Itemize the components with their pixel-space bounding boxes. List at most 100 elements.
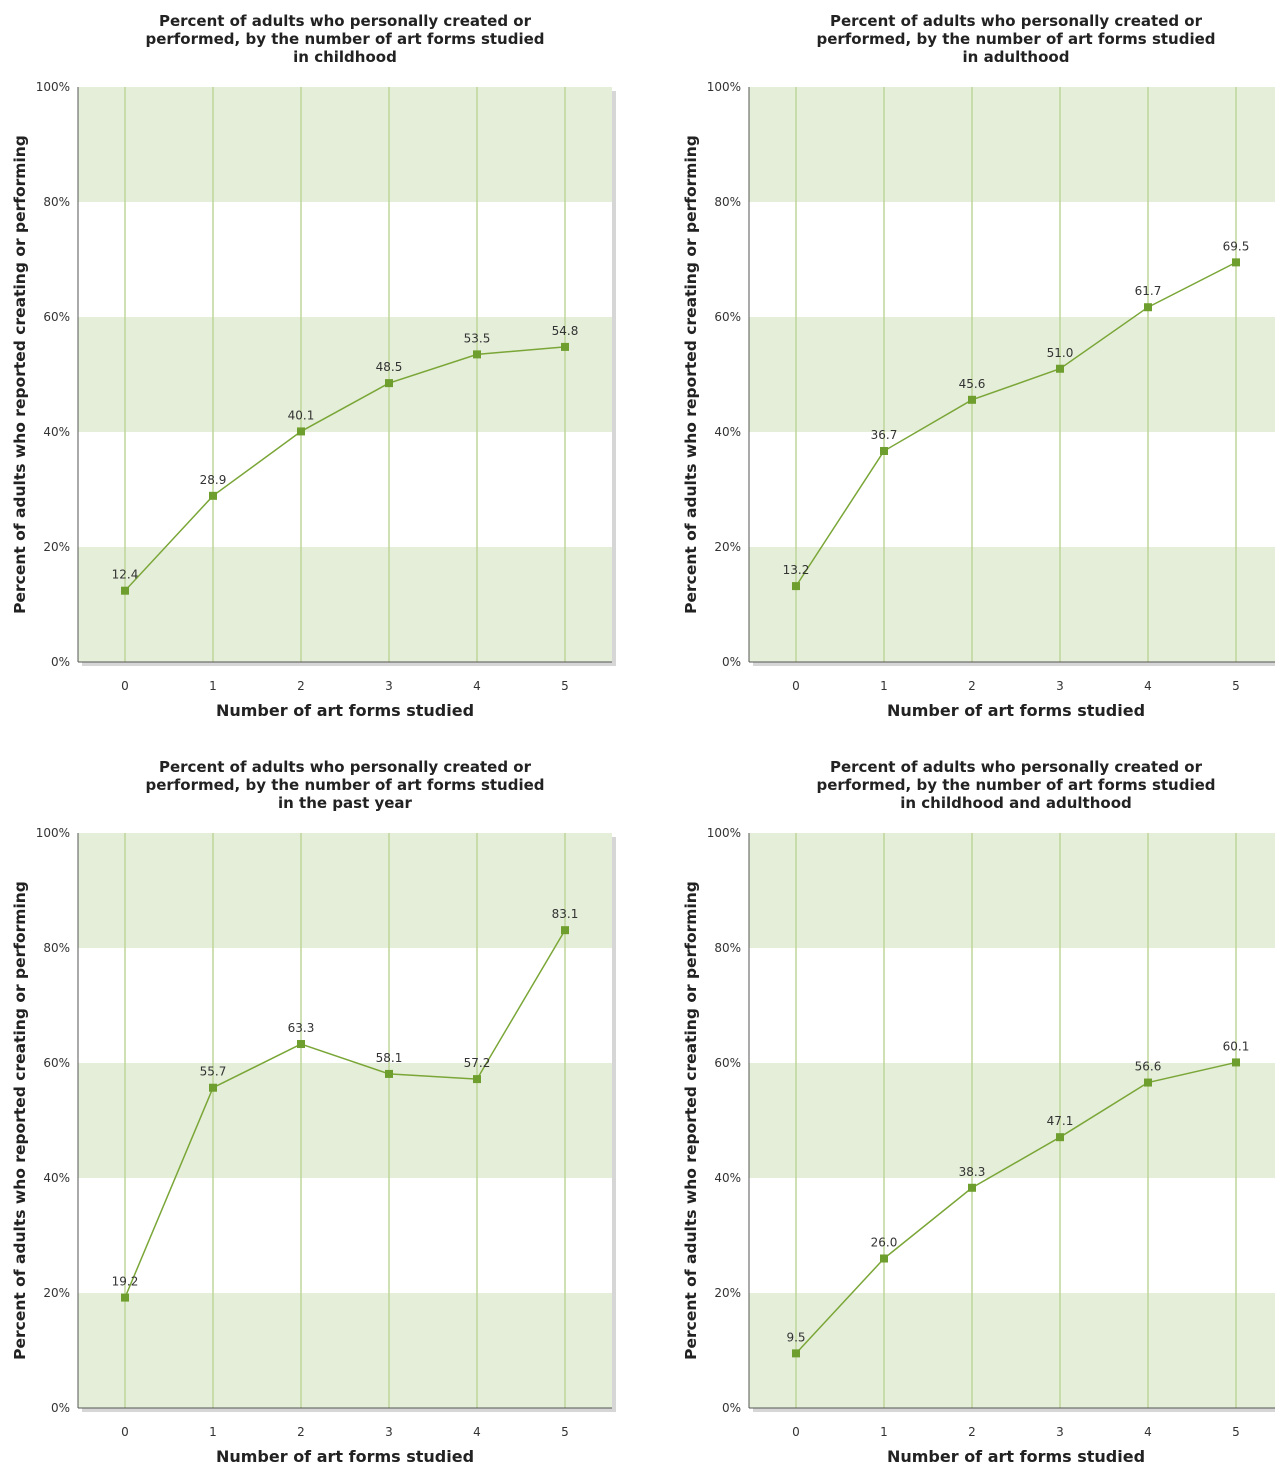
x-tick-label: 3 bbox=[1056, 1425, 1064, 1439]
y-tick-label: 20% bbox=[714, 1286, 741, 1300]
data-point-marker bbox=[209, 491, 217, 500]
chart-title-line: in childhood bbox=[293, 48, 397, 66]
x-tick-label: 5 bbox=[1232, 1425, 1240, 1439]
x-tick-label: 1 bbox=[880, 1425, 888, 1439]
chart-title-line: Percent of adults who personally created… bbox=[830, 12, 1203, 30]
data-value-label: 56.6 bbox=[1135, 1060, 1162, 1074]
data-value-label: 83.1 bbox=[552, 907, 579, 921]
data-point-marker bbox=[209, 1083, 217, 1092]
y-tick-label: 0% bbox=[51, 655, 70, 669]
data-value-label: 28.9 bbox=[200, 473, 227, 487]
x-tick-label: 0 bbox=[121, 1425, 129, 1439]
data-value-label: 26.0 bbox=[871, 1236, 898, 1250]
x-tick-label: 0 bbox=[792, 679, 800, 693]
y-tick-label: 40% bbox=[43, 425, 70, 439]
x-tick-label: 2 bbox=[297, 679, 305, 693]
data-point-marker bbox=[1056, 364, 1064, 373]
x-tick-label: 3 bbox=[1056, 679, 1064, 693]
series-line bbox=[795, 1061, 1237, 1354]
data-value-label: 48.5 bbox=[376, 360, 403, 374]
data-value-label: 9.5 bbox=[786, 1330, 805, 1344]
data-value-label: 60.1 bbox=[1223, 1039, 1250, 1053]
y-axis-title: Percent of adults who reported creating … bbox=[11, 135, 29, 614]
y-tick-label: 20% bbox=[43, 1286, 70, 1300]
y-tick-label: 0% bbox=[51, 1401, 70, 1415]
x-tick-label: 3 bbox=[385, 1425, 393, 1439]
grid-band bbox=[749, 547, 1275, 662]
y-tick-label: 60% bbox=[43, 310, 70, 324]
line-chart-childhood: Percent of adults who personally created… bbox=[11, 12, 616, 720]
chart-title-line: in childhood and adulthood bbox=[900, 794, 1132, 812]
data-value-label: 40.1 bbox=[288, 408, 315, 422]
data-value-label: 12.4 bbox=[112, 568, 139, 582]
grid-band bbox=[749, 317, 1275, 432]
x-tick-label: 4 bbox=[1144, 679, 1152, 693]
data-point-marker bbox=[473, 1075, 481, 1084]
x-tick-label: 0 bbox=[121, 679, 129, 693]
chart-title-line: in the past year bbox=[278, 794, 413, 812]
data-point-marker bbox=[792, 582, 800, 591]
data-value-label: 55.7 bbox=[200, 1065, 227, 1079]
chart-title-line: performed, by the number of art forms st… bbox=[816, 30, 1215, 48]
x-tick-label: 1 bbox=[209, 679, 217, 693]
y-tick-label: 100% bbox=[707, 80, 741, 94]
x-tick-label: 0 bbox=[792, 1425, 800, 1439]
grid-band bbox=[78, 547, 612, 662]
line-chart-childhood-and-adulthood: Percent of adults who personally created… bbox=[682, 758, 1275, 1466]
x-tick-label: 1 bbox=[209, 1425, 217, 1439]
grid-band bbox=[78, 1293, 612, 1408]
y-tick-label: 80% bbox=[714, 941, 741, 955]
y-tick-label: 80% bbox=[43, 941, 70, 955]
y-tick-label: 100% bbox=[36, 826, 70, 840]
data-point-marker bbox=[297, 427, 305, 436]
data-value-label: 47.1 bbox=[1047, 1114, 1074, 1128]
y-axis-title: Percent of adults who reported creating … bbox=[11, 881, 29, 1360]
data-value-label: 38.3 bbox=[959, 1165, 986, 1179]
data-value-label: 54.8 bbox=[552, 324, 579, 338]
x-tick-label: 5 bbox=[561, 1425, 569, 1439]
series-line bbox=[124, 346, 566, 592]
chart-title-line: Percent of adults who personally created… bbox=[830, 758, 1203, 776]
y-tick-label: 40% bbox=[714, 1171, 741, 1185]
chart-title-line: performed, by the number of art forms st… bbox=[145, 30, 544, 48]
y-axis-title: Percent of adults who reported creating … bbox=[682, 881, 700, 1360]
chart-title-line: Percent of adults who personally created… bbox=[159, 758, 532, 776]
data-point-marker bbox=[792, 1349, 800, 1358]
grid-band bbox=[78, 833, 612, 948]
data-point-marker bbox=[968, 1183, 976, 1192]
data-value-label: 69.5 bbox=[1223, 239, 1250, 253]
x-tick-label: 2 bbox=[297, 1425, 305, 1439]
data-point-marker bbox=[1144, 1078, 1152, 1087]
x-axis-title: Number of art forms studied bbox=[887, 701, 1145, 720]
data-point-marker bbox=[121, 1293, 129, 1302]
x-tick-label: 4 bbox=[473, 679, 481, 693]
data-point-marker bbox=[880, 1254, 888, 1263]
x-tick-label: 5 bbox=[1232, 679, 1240, 693]
data-value-label: 19.2 bbox=[112, 1275, 139, 1289]
series-line bbox=[124, 929, 566, 1298]
data-point-marker bbox=[297, 1040, 305, 1049]
data-point-marker bbox=[1144, 303, 1152, 312]
y-tick-label: 40% bbox=[43, 1171, 70, 1185]
line-chart-past-year: Percent of adults who personally created… bbox=[11, 758, 616, 1466]
grid-band bbox=[78, 87, 612, 202]
y-tick-label: 80% bbox=[43, 195, 70, 209]
x-tick-label: 3 bbox=[385, 679, 393, 693]
data-value-label: 13.2 bbox=[783, 563, 810, 577]
data-value-label: 63.3 bbox=[288, 1021, 315, 1035]
data-point-marker bbox=[880, 446, 888, 455]
grid-band bbox=[749, 87, 1275, 202]
data-point-marker bbox=[1056, 1133, 1064, 1142]
series-line bbox=[795, 261, 1237, 587]
grid-band bbox=[78, 317, 612, 432]
x-tick-label: 1 bbox=[880, 679, 888, 693]
data-point-marker bbox=[1232, 258, 1240, 267]
chart-title-line: performed, by the number of art forms st… bbox=[145, 776, 544, 794]
y-tick-label: 20% bbox=[714, 540, 741, 554]
chart-title-line: in adulthood bbox=[963, 48, 1070, 66]
data-value-label: 61.7 bbox=[1135, 284, 1162, 298]
chart-title-line: Percent of adults who personally created… bbox=[159, 12, 532, 30]
y-tick-label: 0% bbox=[722, 1401, 741, 1415]
data-value-label: 57.2 bbox=[464, 1056, 491, 1070]
x-tick-label: 4 bbox=[1144, 1425, 1152, 1439]
